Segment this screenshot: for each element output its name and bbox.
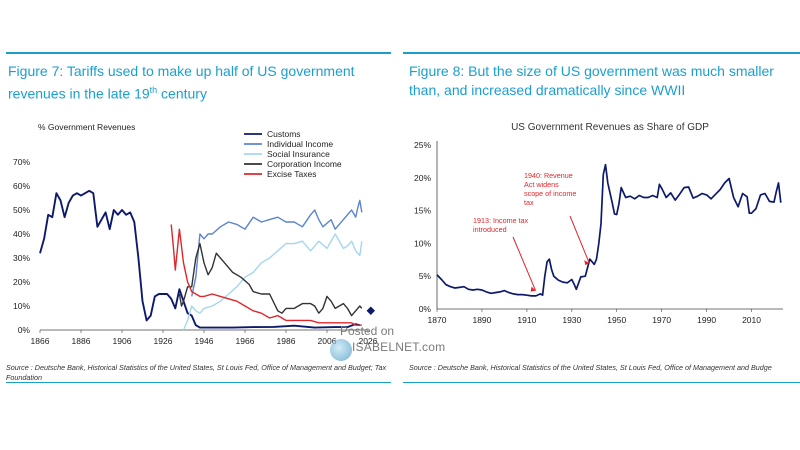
y-tick-label: 10% [13,301,30,311]
figure-7-title-line2-end: century [157,85,207,102]
watermark-site: ISABELNET.com [352,340,446,354]
end-marker-diamond [366,306,376,316]
x-tick-label: 2026 [359,336,378,346]
annotation-1940-text: scope of income [524,189,576,198]
annotation-1940-arrowhead [584,260,590,266]
x-tick-label: 2010 [742,315,761,325]
series-line-social-insurance [182,233,363,331]
annotation-1940-text: Act widens [524,180,559,189]
series-line-gdp [436,163,782,297]
y-tick-label: 0% [419,304,432,314]
panel-bottom-rule [403,382,800,383]
legend-label-social-insurance: Social Insurance [267,149,330,159]
annotation-1940-arrow [569,215,590,264]
annotation-1913-arrowhead [530,286,536,292]
y-tick-label: 0% [18,325,31,335]
watermark-posted: Posted on [340,324,395,338]
y-tick-label: 20% [13,277,30,287]
figure-8-title-line2: than, and increased dramatically since W… [409,82,686,98]
annotation-1940-text: tax [524,198,534,207]
revenue-gdp-chart: US Government Revenues as Share of GDP 0%… [414,122,783,325]
panel-top-rule [403,52,800,54]
annotation-1913-arrow [512,236,537,291]
x-tick-label: 1926 [154,336,173,346]
x-tick-label: 1990 [697,315,716,325]
y-tick-label: 25% [414,140,431,150]
y-tick-label: 20% [414,173,431,183]
watermark-globe-icon [330,339,352,361]
x-tick-label: 1906 [113,336,132,346]
x-tick-label: 1950 [607,315,626,325]
annotation-1913-text: introduced [473,225,507,234]
x-tick-label: 1870 [428,315,447,325]
x-tick-label: 1986 [277,336,296,346]
series-line-individual-income [191,199,363,297]
y-tick-label: 30% [13,253,30,263]
annotation-1913-text: 1913: Income tax [473,216,529,225]
x-tick-label: 2006 [318,336,337,346]
right-panel: Figure 8: But the size of US government … [403,52,800,384]
x-tick-label: 1910 [517,315,536,325]
series-line-customs [39,189,361,329]
y-tick-label: 50% [13,205,30,215]
figure-8-title: Figure 8: But the size of US government … [409,62,794,100]
figure-7-title: Figure 7: Tariffs used to make up half o… [8,62,391,104]
panel-bottom-rule [6,382,391,383]
legend-label-individual-income: Individual Income [267,139,333,149]
x-tick-label: 1890 [472,315,491,325]
figure-7-title-sup: th [149,85,158,95]
legend-label-excise-taxes: Excise Taxes [267,169,316,179]
x-tick-label: 1966 [236,336,255,346]
annotation-1940-text: 1940: Revenue [524,171,573,180]
watermark: Posted on ISABELNET.com [330,324,480,364]
y-tick-label: 10% [414,238,431,248]
y-axis-label: % Government Revenues [38,122,135,132]
y-tick-label: 5% [419,271,432,281]
legend-label-corporation-income: Corporation Income [267,159,342,169]
figure-7-title-line1: Figure 7: Tariffs used to make up half o… [8,63,355,79]
y-tick-label: 15% [414,206,431,216]
figure-8-source: Source : Deutsche Bank, Historical Stati… [409,363,772,372]
revenue-composition-chart: % Government Revenues 0% 10% 20% 30% 40% 50% 60… [13,122,378,346]
x-tick-label: 1930 [562,315,581,325]
panel-top-rule [6,52,391,54]
y-tick-label: 70% [13,157,30,167]
series-line-corporation-income [178,242,363,317]
x-tick-label: 1970 [652,315,671,325]
left-panel: Figure 7: Tariffs used to make up half o… [0,52,445,384]
figure-7-source: Source : Deutsche Bank, Historical Stati… [6,363,387,382]
series-line-excise-taxes [170,224,362,326]
chart-title: US Government Revenues as Share of GDP [511,122,709,133]
legend-label-customs: Customs [267,129,301,139]
y-tick-label: 60% [13,181,30,191]
figure-7-title-line2: revenues in the late 19 [8,85,150,102]
x-tick-label: 1946 [195,336,214,346]
x-tick-label: 1886 [72,336,91,346]
figure-8-title-line1: Figure 8: But the size of US government … [409,63,774,79]
x-tick-label: 1866 [31,336,50,346]
y-tick-label: 40% [13,229,30,239]
